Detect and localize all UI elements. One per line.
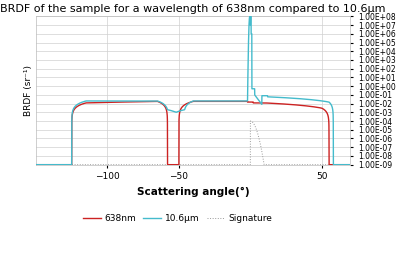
Title: BRDF of the sample for a wavelength of 638nm compared to 10.6μm: BRDF of the sample for a wavelength of 6… bbox=[0, 4, 386, 14]
Signature bbox=[292, 163, 297, 166]
638nm bbox=[222, 100, 227, 103]
Signature bbox=[34, 163, 38, 166]
10.6μm bbox=[268, 95, 273, 99]
Signature bbox=[154, 163, 158, 166]
Signature bbox=[248, 119, 253, 123]
10.6μm bbox=[292, 97, 297, 100]
X-axis label: Scattering angle(°): Scattering angle(°) bbox=[137, 187, 250, 197]
Signature bbox=[348, 163, 353, 166]
10.6μm bbox=[248, 15, 253, 18]
Signature bbox=[238, 163, 243, 166]
638nm bbox=[348, 163, 353, 166]
10.6μm bbox=[222, 99, 227, 103]
Line: 638nm: 638nm bbox=[36, 101, 350, 165]
638nm bbox=[154, 100, 158, 103]
Legend: 638nm, 10.6μm, Signature: 638nm, 10.6μm, Signature bbox=[79, 211, 276, 227]
10.6μm bbox=[238, 99, 243, 103]
638nm bbox=[191, 100, 196, 103]
10.6μm bbox=[154, 99, 158, 103]
Signature bbox=[91, 163, 96, 166]
Line: Signature: Signature bbox=[36, 121, 350, 165]
638nm bbox=[34, 163, 38, 166]
638nm bbox=[292, 103, 297, 106]
10.6μm bbox=[348, 163, 353, 166]
10.6μm bbox=[91, 99, 96, 103]
Line: 10.6μm: 10.6μm bbox=[36, 16, 350, 165]
Signature bbox=[268, 163, 273, 166]
Y-axis label: BRDF (sr⁻¹): BRDF (sr⁻¹) bbox=[24, 65, 33, 116]
638nm bbox=[268, 102, 273, 105]
638nm bbox=[91, 101, 96, 104]
638nm bbox=[238, 100, 243, 103]
Signature bbox=[222, 163, 227, 166]
10.6μm bbox=[34, 163, 38, 166]
